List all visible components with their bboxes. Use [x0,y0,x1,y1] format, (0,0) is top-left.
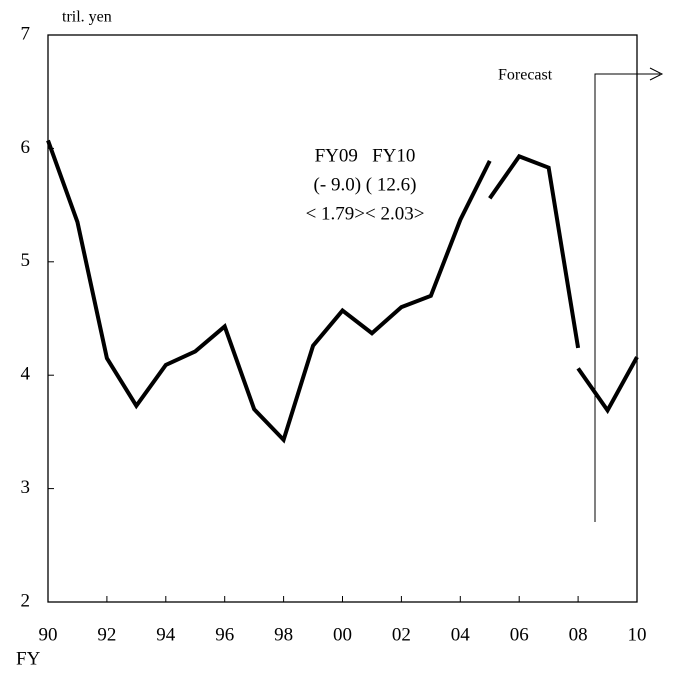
y-tick-label: 2 [21,590,31,611]
x-axis-label: FY [16,648,41,669]
annotation: Forecast [498,67,553,84]
annotation: < 1.79>< 2.03> [306,203,425,224]
x-tick-label: 06 [510,624,529,645]
x-tick-label: 92 [97,624,116,645]
annotation: FY09 FY10 [315,145,416,166]
line-series [488,153,581,349]
line-series [46,139,492,444]
annotation: (- 9.0) ( 12.6) [314,174,417,195]
x-tick-label: 08 [569,624,588,645]
x-tick-label: 04 [451,624,471,645]
x-tick-label: 98 [274,624,293,645]
x-tick-label: 00 [333,624,352,645]
y-tick-label: 6 [21,137,31,158]
x-tick-label: 96 [215,624,234,645]
y-tick-label: 7 [21,23,31,44]
line-series [576,356,639,415]
y-tick-label: 4 [21,364,31,385]
x-tick-label: 10 [628,624,647,645]
y-tick-label: 3 [21,477,31,498]
forecast-marker [594,73,660,522]
x-tick-label: 90 [39,624,58,645]
x-tick-label: 02 [392,624,411,645]
x-tick-label: 94 [156,624,176,645]
y-tick-label: 5 [21,250,31,271]
y-axis-label: tril. yen [62,9,112,26]
forecast-arrow [649,67,664,81]
plot-frame [47,34,638,603]
